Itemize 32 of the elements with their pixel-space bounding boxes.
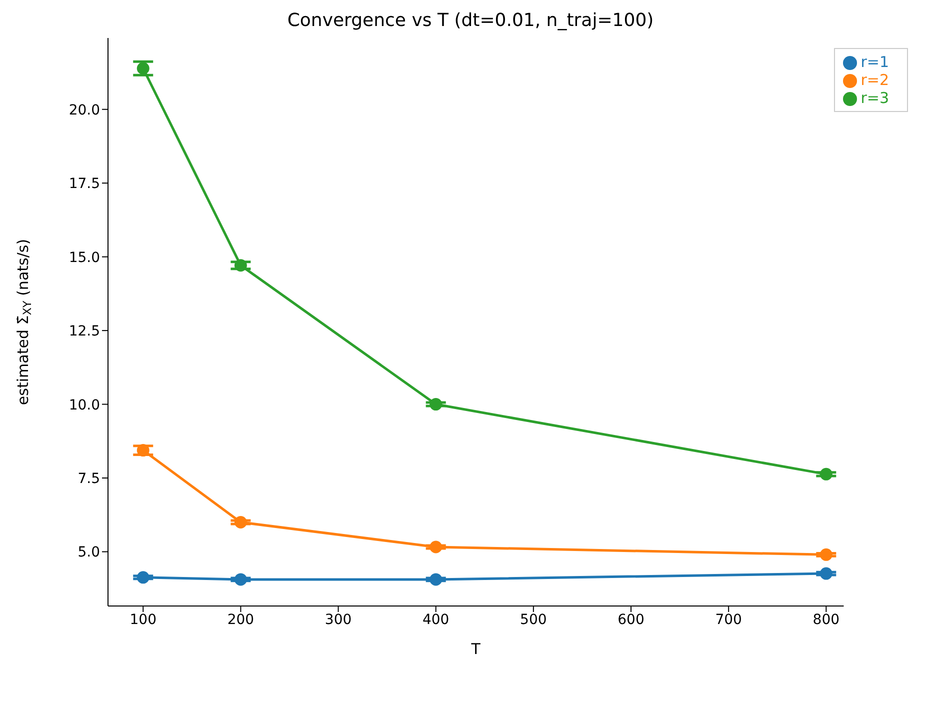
x-axis-title: T [470,640,482,658]
x-tick-label: 700 [715,612,742,628]
y-tick-label: 5.0 [78,544,100,561]
point [234,573,247,586]
point [820,567,832,580]
point [136,62,150,75]
point [136,444,150,457]
point [234,259,247,272]
point [136,571,150,584]
point [820,548,832,561]
x-tick-label: 500 [520,612,547,628]
y-tick-label: 7.5 [78,470,100,487]
x-tick-label: 100 [130,612,156,628]
chart-title: Convergence vs T (dt=0.01, n_traj=100) [286,10,655,31]
x-tick-label: 800 [812,612,840,628]
legend-label: r=2 [860,71,889,89]
y-tick-label: 10.0 [68,397,100,414]
point [820,468,832,480]
y-tick-label: 17.5 [68,176,100,192]
x-tick-label: 200 [227,612,254,628]
point [430,540,442,554]
legend-label: r=3 [860,89,889,107]
y-tick-label: 20.0 [68,102,100,118]
point [430,398,442,411]
y-tick-label: 12.5 [68,324,100,340]
y-tick-label: 15.0 [68,250,100,266]
point [430,573,442,586]
point [234,516,247,528]
x-tick-label: 300 [324,612,352,628]
legend-label: r=1 [860,53,889,71]
x-tick-label: 400 [422,612,450,628]
x-tick-label: 600 [618,612,644,628]
